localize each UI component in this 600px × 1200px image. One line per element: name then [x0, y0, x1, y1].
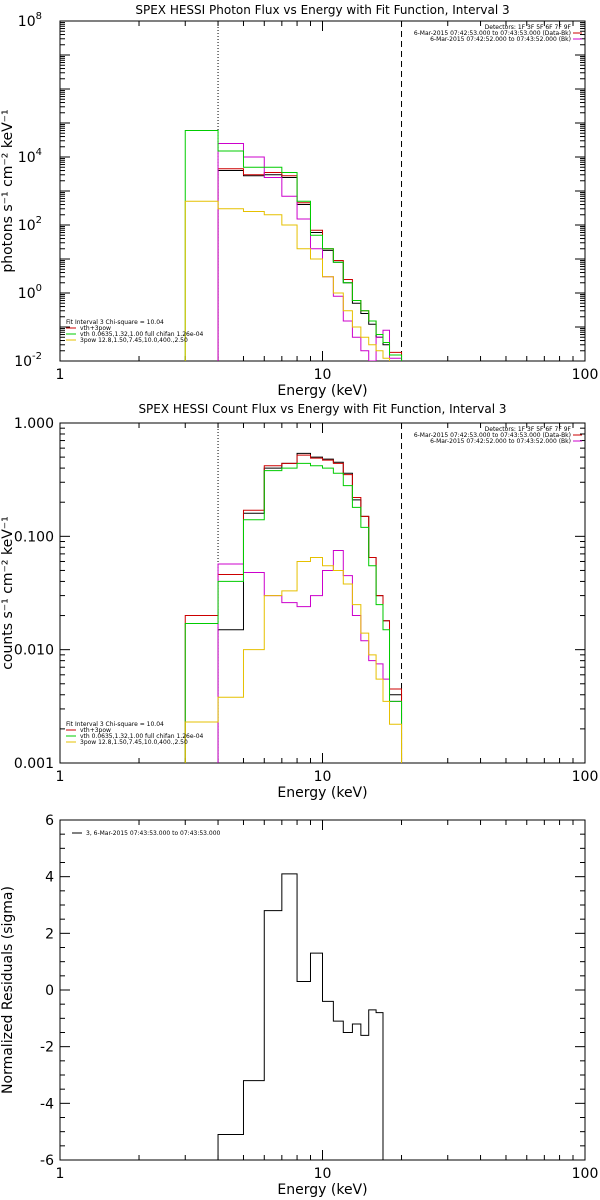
y-tick-base: 10	[18, 150, 36, 166]
chart-panel-3: 1 10 100 Energy (keV) Normalized Residuals (…	[0, 813, 598, 1198]
black-series-line	[217, 452, 403, 763]
x-tick-label: 1	[56, 367, 65, 383]
header-line: 6-Mar-2015 07:42:52.000 to 07:43:52.000 …	[430, 438, 571, 445]
header-line: 6-Mar-2015 07:42:53.000 to 07:43:53.000 …	[414, 432, 571, 439]
y-tick-label: 6	[45, 813, 54, 829]
x-tick-label: 10	[314, 367, 332, 383]
y-tick-label: 0	[45, 983, 54, 999]
y-tick-label: 0.001	[14, 756, 54, 772]
y-tick-label: -2	[40, 1040, 54, 1056]
red-series-line	[184, 454, 403, 763]
y-tick-base: 10	[18, 218, 36, 234]
x-tick-label: 100	[572, 769, 599, 785]
y-tick-label: 102	[18, 215, 42, 234]
chart-panel-2: SPEX HESSI Count Flux vs Energy with Fit…	[0, 402, 598, 801]
y-tick-exp: 4	[36, 147, 42, 158]
y-tick-label: 100	[18, 283, 42, 302]
magenta-series-line	[217, 549, 403, 763]
green-series-line	[184, 130, 413, 361]
x-axis-ticks	[59, 423, 574, 763]
y-tick-label: 104	[18, 147, 42, 166]
header-line: Detectors: 1F 3F 5F 6F 7F 9F	[485, 426, 572, 433]
x-tick-label: 100	[572, 367, 599, 383]
y-tick-base: 10	[18, 14, 36, 30]
chart-title: SPEX HESSI Photon Flux vs Energy with Fi…	[135, 3, 509, 17]
x-tick-label: 10	[314, 769, 332, 785]
y-axis-label: counts s⁻¹ cm⁻² keV⁻¹	[0, 516, 16, 670]
series-group	[184, 452, 403, 763]
y-tick-label: 0.010	[14, 643, 54, 659]
black-series-line	[217, 170, 403, 361]
chart-panel-1: SPEX HESSI Photon Flux vs Energy with Fi…	[0, 3, 598, 399]
y-tick-label: 2	[45, 926, 54, 942]
green-series-line	[184, 462, 403, 763]
y-tick-base: 10	[14, 354, 32, 370]
x-tick-label: 100	[572, 1166, 599, 1182]
x-tick-label: 1	[56, 769, 65, 785]
y-tick-label: 1.000	[14, 416, 54, 432]
legend-entry: vth+3pow	[80, 325, 111, 332]
legend-entry: 3, 6-Mar-2015 07:43:53.000 to 07:43:53.0…	[86, 830, 221, 837]
y-tick-exp: 2	[36, 215, 42, 226]
series-group	[217, 873, 384, 1160]
y-tick-exp: 8	[36, 11, 42, 22]
yellow-series-line	[184, 557, 403, 763]
x-axis-ticks	[59, 820, 574, 1160]
legend-entry: vth+3pow	[80, 727, 111, 734]
legend-entry: Fit Interval 3 Chi-square = 10.04	[66, 721, 164, 728]
y-axis-ticks	[60, 20, 585, 362]
plot-frame	[59, 20, 586, 362]
y-tick-label: 4	[45, 870, 54, 886]
black-series-line	[217, 873, 384, 1160]
y-tick-label: 0.100	[14, 529, 54, 545]
legend-entry: 3pow 12.8,1.50,7.45,10.0,400.,2.50	[80, 337, 188, 344]
y-axis-label: Normalized Residuals (sigma)	[0, 886, 16, 1094]
legend-entry: Fit Interval 3 Chi-square = 10.04	[66, 319, 164, 326]
y-tick-base: 10	[18, 286, 36, 302]
chart-title: SPEX HESSI Count Flux vs Energy with Fit…	[138, 402, 506, 416]
series-group	[184, 130, 413, 361]
y-axis-ticks	[60, 422, 585, 764]
x-axis-label: Energy (keV)	[277, 383, 367, 399]
header-line: 6-Mar-2015 07:42:52.000 to 07:43:52.000 …	[430, 36, 571, 43]
legend-entry: vth 0.0635,1.32,1.00 full chifan 1.26e-0…	[80, 733, 204, 740]
y-tick-label: 10-2	[14, 351, 42, 370]
legend-entry: vth 0.0635,1.32,1.00 full chifan 1.26e-0…	[80, 331, 204, 338]
header-line: Detectors: 1F 3F 5F 6F 7F 9F	[485, 24, 572, 31]
y-tick-label: -6	[40, 1153, 54, 1169]
x-tick-label: 10	[314, 1166, 332, 1182]
y-tick-exp: -2	[32, 351, 42, 362]
x-axis-label: Energy (keV)	[277, 785, 367, 801]
magenta-series-line	[217, 142, 403, 361]
legend-entry: 3pow 12.8,1.50,7.45,10.0,400.,2.50	[80, 739, 188, 746]
yellow-series-line	[184, 200, 403, 361]
y-tick-exp: 0	[36, 283, 42, 294]
y-axis-ticks	[60, 819, 585, 1161]
header-line: 6-Mar-2015 07:42:53.000 to 07:43:53.000 …	[414, 30, 571, 37]
x-axis-label: Energy (keV)	[277, 1182, 367, 1198]
x-axis-ticks	[59, 21, 574, 361]
y-tick-label: -4	[40, 1096, 54, 1112]
y-tick-label: 108	[18, 11, 42, 30]
x-tick-label: 1	[56, 1166, 65, 1182]
y-axis-label: photons s⁻¹ cm⁻² keV⁻¹	[0, 109, 16, 272]
